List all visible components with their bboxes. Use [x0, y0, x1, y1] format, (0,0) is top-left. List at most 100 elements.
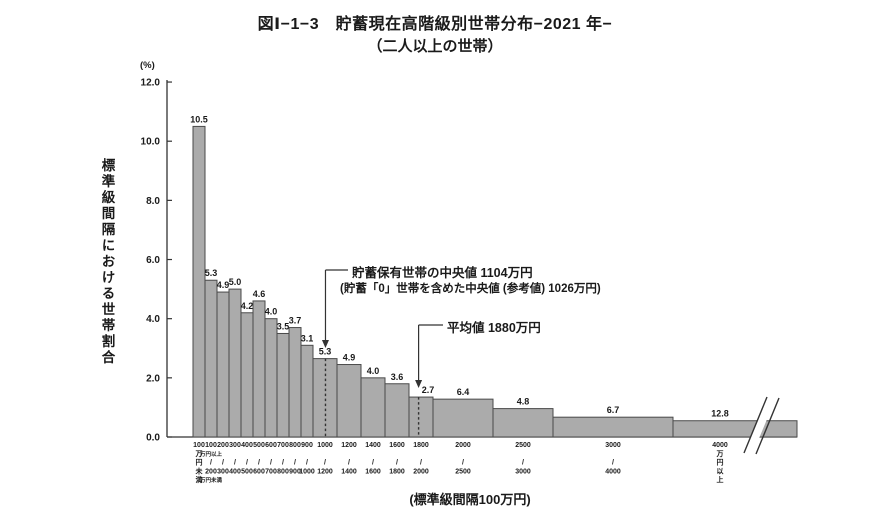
x-tick-label-line: 700 — [265, 468, 277, 475]
bar-value-label: 12.8 — [711, 409, 729, 419]
bar-value-label: 4.8 — [517, 397, 530, 407]
x-tick-label-line: 3000 — [515, 468, 531, 475]
x-tick-label-line: 1600 — [389, 442, 405, 449]
x-tick-label-line: 2500 — [455, 468, 471, 475]
x-tick-label-line: 700 — [277, 442, 289, 449]
x-tick-label-line: / — [324, 460, 326, 467]
x-tick-label-line: 800 — [289, 442, 301, 449]
x-tick-label-line: 400 — [241, 442, 253, 449]
x-tick-label-line: 1200 — [317, 468, 333, 475]
bar — [252, 300, 266, 438]
y-tick-label: 12.0 — [141, 78, 161, 89]
x-tick-label-line: 2500 — [515, 442, 531, 449]
x-tick-label-line: 2000 — [455, 442, 471, 449]
y-tick-label: 0.0 — [146, 433, 160, 444]
axis-break-line — [755, 397, 780, 455]
x-tick-label-line: / — [222, 460, 224, 467]
x-tick-label-line: 1000 — [299, 468, 315, 475]
x-tick-label-line: 200 — [217, 442, 229, 449]
bar-value-label: 5.3 — [319, 347, 332, 357]
bar — [288, 327, 302, 438]
x-tick-label-line: 900 — [301, 442, 313, 449]
bar-value-label: 6.7 — [607, 405, 620, 415]
y-tick-label: 2.0 — [146, 373, 160, 384]
x-tick-label-line: 1000 — [317, 442, 333, 449]
axis-break-gap — [745, 395, 776, 454]
y-tick-label: 6.0 — [146, 255, 160, 266]
mean-annotation: 平均値 1880万円 — [447, 321, 541, 335]
bar — [216, 291, 230, 438]
x-tick-label-line: 100 — [193, 442, 205, 449]
x-tick-label-line: 4000 — [712, 442, 728, 449]
y-tick-label: 10.0 — [141, 137, 161, 148]
x-tick-label-line: 1200 — [341, 442, 357, 449]
bar-value-label: 4.0 — [265, 307, 278, 317]
bar-value-label: 6.4 — [457, 387, 470, 397]
x-tick-label-line: 1800 — [413, 442, 429, 449]
bar — [672, 420, 798, 438]
x-tick-label-line: 1400 — [341, 468, 357, 475]
x-tick-label-line: 万 — [716, 450, 724, 458]
y-tick-label: 8.0 — [146, 196, 160, 207]
y-tick-label: 4.0 — [146, 314, 160, 325]
bar — [432, 398, 494, 438]
x-tick-label-line: 500 — [241, 468, 253, 475]
x-tick-label-line: / — [396, 460, 398, 467]
axis-break-line — [743, 396, 768, 454]
x-tick-label-line: / — [270, 460, 272, 467]
x-tick-label-line: / — [522, 460, 524, 467]
x-tick-label-line: 4000 — [605, 468, 621, 475]
x-tick-label-line: 万 — [195, 450, 203, 458]
mean-arrowhead-icon — [415, 380, 423, 388]
x-tick-label-line: 上 — [717, 475, 724, 484]
bar-value-label: 4.9 — [343, 353, 356, 363]
x-tick-label-line: / — [246, 460, 248, 467]
bar — [264, 318, 278, 438]
x-tick-label-line: 500 — [253, 442, 265, 449]
median-arrowhead-icon — [321, 340, 329, 348]
x-tick-label-line: 満 — [196, 475, 203, 484]
bar — [492, 408, 554, 438]
bar — [240, 312, 254, 438]
x-tick-label-line: 900 — [289, 468, 301, 475]
x-tick-label-line: 1400 — [365, 442, 381, 449]
bar-value-label: 2.7 — [422, 385, 435, 395]
median-annotation-line1: 貯蓄保有世帯の中央値 1104万円 — [352, 266, 533, 280]
bar — [204, 279, 218, 438]
x-tick-label-line: 600 — [253, 468, 265, 475]
x-axis-title: (標準級間隔100万円) — [409, 492, 531, 507]
bar-value-label: 4.6 — [253, 289, 266, 299]
x-tick-label-line: 300 — [229, 442, 241, 449]
x-tick-label-line: / — [612, 460, 614, 467]
x-tick-label-line: 100 — [205, 442, 217, 449]
x-tick-label-line: 円 — [196, 459, 203, 467]
x-tick-label-line: / — [420, 460, 422, 467]
bar — [300, 344, 314, 438]
x-tick-label-line: 2000 — [413, 468, 429, 475]
y-axis-title: 標準級間隔における世帯割合 — [99, 158, 115, 366]
x-tick-label-line: 400 — [229, 468, 241, 475]
bar — [408, 396, 434, 438]
x-tick-label-line: 1800 — [389, 468, 405, 475]
x-tick-label-line: 万円未満 — [199, 476, 223, 484]
bar-value-label: 3.6 — [391, 372, 404, 382]
bar — [360, 377, 386, 438]
x-tick-label-line: 未 — [196, 466, 204, 475]
median-annotation-line2: (貯蓄「0」世帯を含めた中央値 (参考値) 1026万円) — [340, 283, 601, 295]
bar-value-label: 4.0 — [367, 366, 380, 376]
x-tick-label-line: 3000 — [605, 442, 621, 449]
x-tick-label-line: 200 — [205, 468, 217, 475]
bar-value-label: 10.5 — [190, 114, 208, 124]
x-tick-label-line: 800 — [277, 468, 289, 475]
bar — [384, 383, 410, 438]
x-tick-label-line: / — [462, 460, 464, 467]
x-tick-label-line: / — [294, 460, 296, 467]
bar — [552, 416, 674, 438]
bar — [276, 332, 290, 438]
bar — [228, 288, 242, 438]
bar-value-label: 5.0 — [229, 277, 242, 287]
x-tick-label-line: / — [282, 460, 284, 467]
bar — [192, 125, 206, 438]
